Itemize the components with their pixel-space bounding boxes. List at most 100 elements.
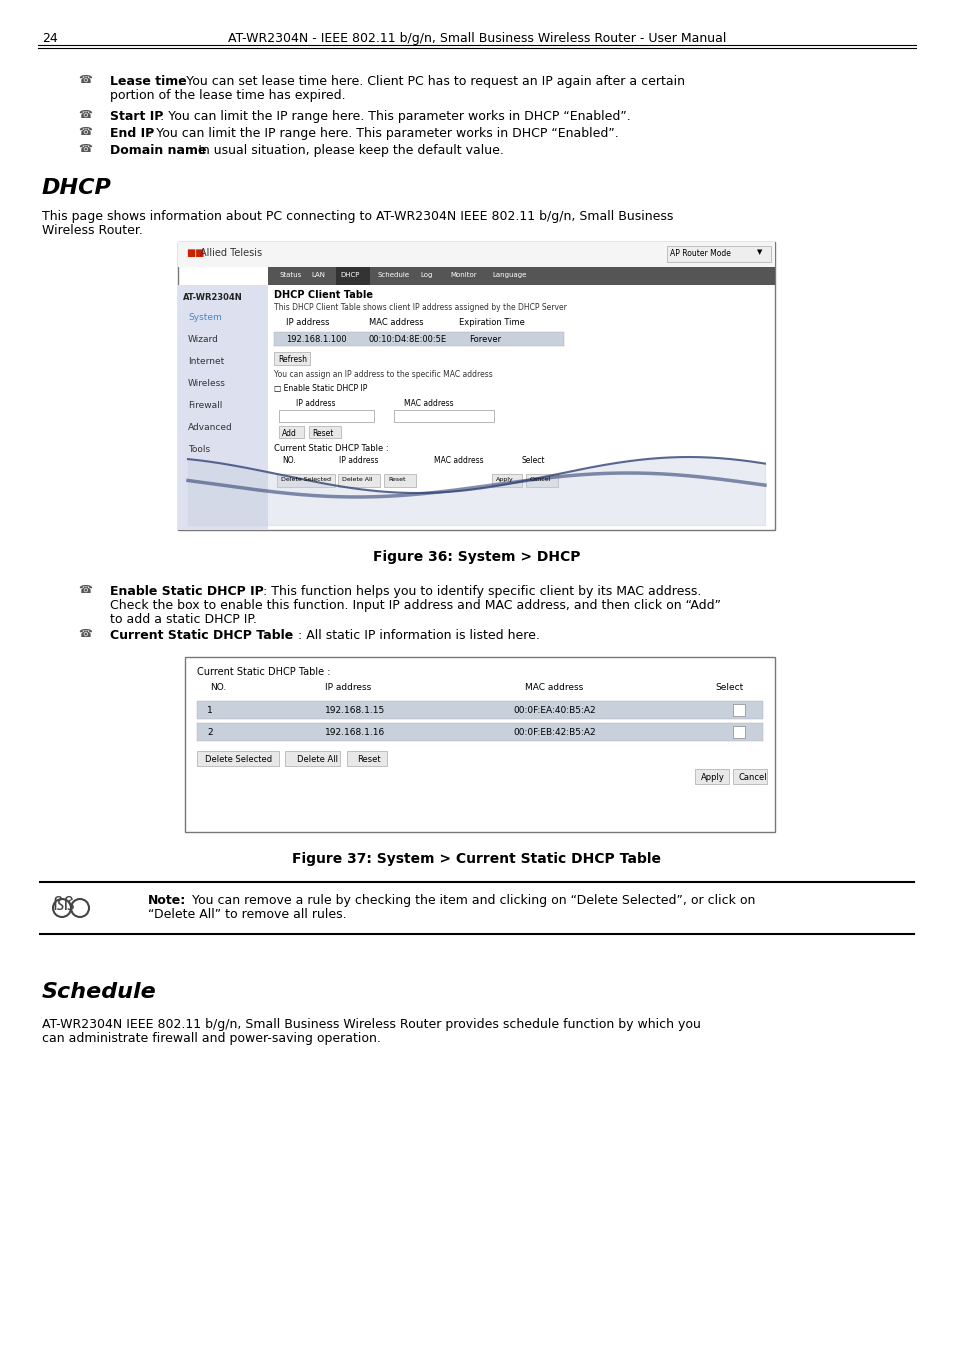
Bar <box>178 285 268 531</box>
Text: Schedule: Schedule <box>42 981 156 1002</box>
Text: Current Static DHCP Table :: Current Static DHCP Table : <box>274 444 388 454</box>
Bar <box>268 267 774 285</box>
Text: DHCP: DHCP <box>42 178 112 198</box>
Bar <box>285 751 339 765</box>
Bar <box>384 474 416 487</box>
Bar <box>666 246 770 262</box>
Text: You can remove a rule by checking the item and clicking on “Delete Selected”, or: You can remove a rule by checking the it… <box>188 894 755 907</box>
Bar <box>492 474 521 487</box>
Text: AT-WR2304N: AT-WR2304N <box>183 293 242 302</box>
Text: ▼: ▼ <box>757 248 761 255</box>
Text: Lease time: Lease time <box>110 76 187 88</box>
Text: Current Static DHCP Table :: Current Static DHCP Table : <box>196 667 330 676</box>
Text: 192.168.1.100: 192.168.1.100 <box>286 335 346 344</box>
Text: Reset: Reset <box>356 755 380 764</box>
Text: Internet: Internet <box>188 356 224 366</box>
Text: Reset: Reset <box>388 477 405 482</box>
Text: Reset: Reset <box>312 429 333 437</box>
Bar <box>394 410 494 423</box>
Bar <box>178 242 774 267</box>
Text: Firewall: Firewall <box>188 401 222 410</box>
Text: : This function helps you to identify specific client by its MAC address.: : This function helps you to identify sp… <box>263 585 700 598</box>
Text: Add: Add <box>282 429 296 437</box>
Text: Apply: Apply <box>496 477 514 482</box>
Text: Enable Static DHCP IP: Enable Static DHCP IP <box>110 585 263 598</box>
Text: NO.: NO. <box>210 683 226 693</box>
Text: IP address: IP address <box>338 456 378 464</box>
Text: Current Static DHCP Table: Current Static DHCP Table <box>110 629 293 643</box>
Text: This page shows information about PC connecting to AT-WR2304N IEEE 802.11 b/g/n,: This page shows information about PC con… <box>42 211 673 223</box>
Text: DHCP Client Table: DHCP Client Table <box>274 290 373 300</box>
Text: IP address: IP address <box>286 319 329 327</box>
Text: Log: Log <box>419 271 432 278</box>
Text: : You can limit the IP range here. This parameter works in DHCP “Enabled”.: : You can limit the IP range here. This … <box>148 127 618 140</box>
Text: Language: Language <box>492 271 526 278</box>
Text: Wireless Router.: Wireless Router. <box>42 224 143 238</box>
Text: ☎: ☎ <box>78 585 91 595</box>
Text: Delete Selected: Delete Selected <box>281 477 331 482</box>
Text: □ Enable Static DHCP IP: □ Enable Static DHCP IP <box>274 383 367 393</box>
Text: 00:0F:EA:40:B5:A2: 00:0F:EA:40:B5:A2 <box>513 706 596 716</box>
Text: Note:: Note: <box>148 894 186 907</box>
Text: 2: 2 <box>207 728 213 737</box>
Text: DHCP: DHCP <box>339 271 359 278</box>
Text: Figure 36: System > DHCP: Figure 36: System > DHCP <box>373 549 580 564</box>
Text: IP address: IP address <box>325 683 371 693</box>
Text: IP address: IP address <box>295 400 335 408</box>
Bar <box>185 657 774 832</box>
Text: 00:10:D4:8E:00:5E: 00:10:D4:8E:00:5E <box>369 335 447 344</box>
Bar <box>276 474 335 487</box>
Bar <box>309 427 340 437</box>
Text: Cancel: Cancel <box>739 774 767 782</box>
Text: This DHCP Client Table shows client IP address assigned by the DHCP Server: This DHCP Client Table shows client IP a… <box>274 302 566 312</box>
Text: Apply: Apply <box>700 774 724 782</box>
Text: MAC address: MAC address <box>369 319 423 327</box>
Text: Start IP: Start IP <box>110 109 163 123</box>
Text: ☎: ☎ <box>78 109 91 120</box>
Bar <box>196 724 762 741</box>
Text: Select: Select <box>521 456 545 464</box>
Text: MAC address: MAC address <box>524 683 582 693</box>
Bar <box>196 701 762 720</box>
Text: ■■: ■■ <box>186 248 204 258</box>
Bar <box>196 751 278 765</box>
Text: End IP: End IP <box>110 127 154 140</box>
Text: Select: Select <box>714 683 742 693</box>
Text: Figure 37: System > Current Static DHCP Table: Figure 37: System > Current Static DHCP … <box>293 852 660 865</box>
Text: You can assign an IP address to the specific MAC address: You can assign an IP address to the spec… <box>274 370 493 379</box>
Text: AT-WR2304N - IEEE 802.11 b/g/n, Small Business Wireless Router - User Manual: AT-WR2304N - IEEE 802.11 b/g/n, Small Bu… <box>228 32 725 45</box>
Text: 24: 24 <box>42 32 58 45</box>
Text: Tools: Tools <box>188 446 210 454</box>
Text: Status: Status <box>280 271 302 278</box>
Bar <box>274 332 563 346</box>
Text: Delete All: Delete All <box>341 477 372 482</box>
Bar <box>732 703 744 716</box>
Text: AT-WR2304N IEEE 802.11 b/g/n, Small Business Wireless Router provides schedule f: AT-WR2304N IEEE 802.11 b/g/n, Small Busi… <box>42 1018 700 1031</box>
Text: Delete All: Delete All <box>296 755 337 764</box>
Text: System: System <box>188 313 221 323</box>
Text: Delete Selected: Delete Selected <box>205 755 272 764</box>
Bar <box>732 726 744 738</box>
Text: “Delete All” to remove all rules.: “Delete All” to remove all rules. <box>148 909 346 921</box>
Bar <box>337 474 379 487</box>
Bar <box>347 751 387 765</box>
Text: 192.168.1.16: 192.168.1.16 <box>325 728 385 737</box>
Text: Advanced: Advanced <box>188 423 233 432</box>
Text: AP Router Mode: AP Router Mode <box>669 248 730 258</box>
Text: Wireless: Wireless <box>188 379 226 387</box>
Text: ßß: ßß <box>52 896 74 914</box>
Bar <box>695 769 728 784</box>
Bar <box>335 267 370 285</box>
Text: ☎: ☎ <box>78 629 91 639</box>
Text: Domain name: Domain name <box>110 144 206 157</box>
Bar <box>278 427 304 437</box>
Text: NO.: NO. <box>282 456 295 464</box>
Text: : All static IP information is listed here.: : All static IP information is listed he… <box>297 629 539 643</box>
Text: 192.168.1.15: 192.168.1.15 <box>325 706 385 716</box>
Text: ☎: ☎ <box>78 144 91 154</box>
Text: portion of the lease time has expired.: portion of the lease time has expired. <box>110 89 345 103</box>
Text: Cancel: Cancel <box>530 477 551 482</box>
Text: ☎: ☎ <box>78 76 91 85</box>
Text: can administrate firewall and power-saving operation.: can administrate firewall and power-savi… <box>42 1031 380 1045</box>
Text: Schedule: Schedule <box>377 271 410 278</box>
